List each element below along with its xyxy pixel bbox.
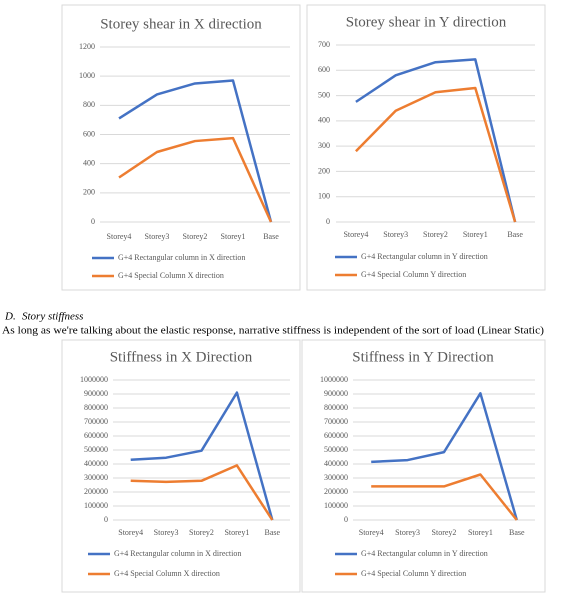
y-tick-label: 400 [318,116,330,125]
y-tick-label: 800000 [324,403,348,412]
x-tick-label: Storey3 [383,230,408,239]
section-title: Story stiffness [22,311,83,323]
x-tick-label: Storey4 [107,232,132,241]
y-tick-label: 500000 [84,445,108,454]
series-line [118,79,273,223]
x-tick-label: Storey2 [423,230,448,239]
series-line [355,86,517,223]
y-tick-label: 700 [318,40,330,49]
x-tick-label: Storey1 [221,232,246,241]
series-line [118,136,273,223]
y-tick-label: 1000000 [80,375,108,384]
y-tick-label: 600000 [324,431,348,440]
y-tick-label: 200 [318,166,330,175]
chart-frame [61,4,301,291]
legend-label: G+4 Rectangular column in X direction [114,549,241,558]
chart-title: Stiffness in Y Direction [352,349,494,365]
y-tick-label: 400000 [324,459,348,468]
series-line [130,391,274,521]
y-tick-label: 600000 [84,431,108,440]
y-tick-label: 400000 [84,459,108,468]
y-tick-label: 600 [83,129,95,138]
y-tick-label: 0 [344,515,348,524]
chart-title: Storey shear in Y direction [346,14,507,30]
x-tick-label: Base [507,230,523,239]
x-tick-label: Storey3 [145,232,170,241]
x-tick-label: Storey4 [343,230,368,239]
y-tick-label: 300000 [84,473,108,482]
y-tick-label: 100000 [324,501,348,510]
x-tick-label: Base [509,528,525,537]
legend-label: G+4 Special Column Y direction [361,270,466,279]
paragraph: As long as we're talking about the elast… [2,325,544,337]
x-tick-label: Base [263,232,279,241]
chart-title: Storey shear in X direction [100,16,262,32]
x-tick-label: Storey2 [432,528,457,537]
y-tick-label: 0 [91,217,95,226]
x-tick-label: Storey4 [118,528,143,537]
legend-label: G+4 Rectangular column in Y direction [361,549,488,558]
y-tick-label: 500 [318,90,330,99]
y-tick-label: 0 [326,217,330,226]
y-tick-label: 600 [318,65,330,74]
chart-frame [301,339,546,593]
series-line [371,473,518,521]
y-tick-label: 800000 [84,403,108,412]
x-tick-label: Storey3 [154,528,179,537]
y-tick-label: 200000 [324,487,348,496]
legend-label: G+4 Special Column X direction [118,271,224,280]
y-tick-label: 200 [83,188,95,197]
y-tick-label: 700000 [84,417,108,426]
y-tick-label: 1000000 [320,375,348,384]
chart-frame [306,4,546,291]
y-tick-label: 300000 [324,473,348,482]
section-number: D. [4,311,16,323]
y-tick-label: 100000 [84,501,108,510]
y-tick-label: 900000 [324,389,348,398]
chart-title: Stiffness in X Direction [110,349,253,365]
x-tick-label: Storey2 [183,232,208,241]
x-tick-label: Storey1 [463,230,488,239]
y-tick-label: 500000 [324,445,348,454]
x-tick-label: Storey4 [359,528,384,537]
y-tick-label: 300 [318,141,330,150]
legend-label: G+4 Special Column Y direction [361,569,466,578]
y-tick-label: 200000 [84,487,108,496]
y-tick-label: 700000 [324,417,348,426]
x-tick-label: Storey3 [395,528,420,537]
y-tick-label: 800 [83,100,95,109]
legend-label: G+4 Special Column X direction [114,569,220,578]
series-line [355,58,517,223]
y-tick-label: 1200 [79,42,95,51]
y-tick-label: 100 [318,192,330,201]
y-tick-label: 1000 [79,71,95,80]
legend-label: G+4 Rectangular column in X direction [118,253,245,262]
y-tick-label: 0 [104,515,108,524]
chart-frame [61,339,301,593]
x-tick-label: Storey2 [189,528,214,537]
x-tick-label: Storey1 [224,528,249,537]
legend-label: G+4 Rectangular column in Y direction [361,252,488,261]
x-tick-label: Base [265,528,281,537]
y-tick-label: 400 [83,158,95,167]
series-line [371,392,519,521]
y-tick-label: 900000 [84,389,108,398]
series-line [130,464,274,521]
x-tick-label: Storey1 [468,528,493,537]
